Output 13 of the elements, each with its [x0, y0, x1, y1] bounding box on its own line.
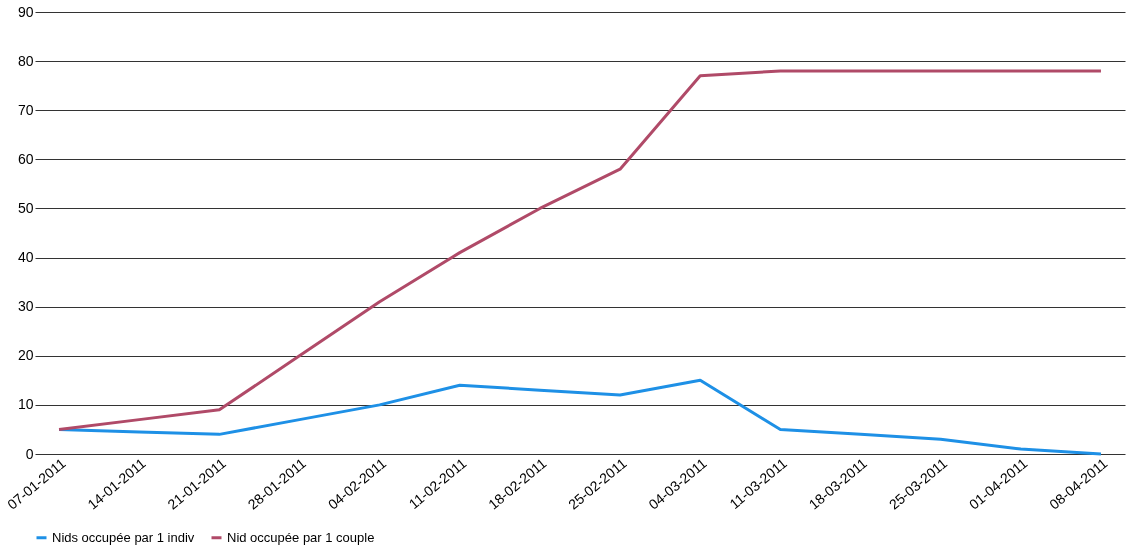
legend-label: Nids occupée par 1 indiv [52, 529, 195, 545]
y-tick-label: 30 [17, 298, 34, 315]
line-series [57, 69, 1103, 431]
y-tick-label: 40 [17, 249, 34, 266]
y-tick-label: 50 [17, 199, 34, 216]
legend-label: Nid occupée par 1 couple [227, 529, 375, 545]
y-tick-label: 60 [17, 150, 34, 167]
y-tick-label: 70 [17, 101, 34, 118]
y-tick-label: 90 [17, 3, 34, 20]
y-tick-label: 20 [17, 347, 34, 364]
y-tick-label: 0 [25, 445, 34, 462]
y-tick-label: 10 [17, 396, 34, 413]
y-tick-label: 80 [17, 52, 34, 69]
